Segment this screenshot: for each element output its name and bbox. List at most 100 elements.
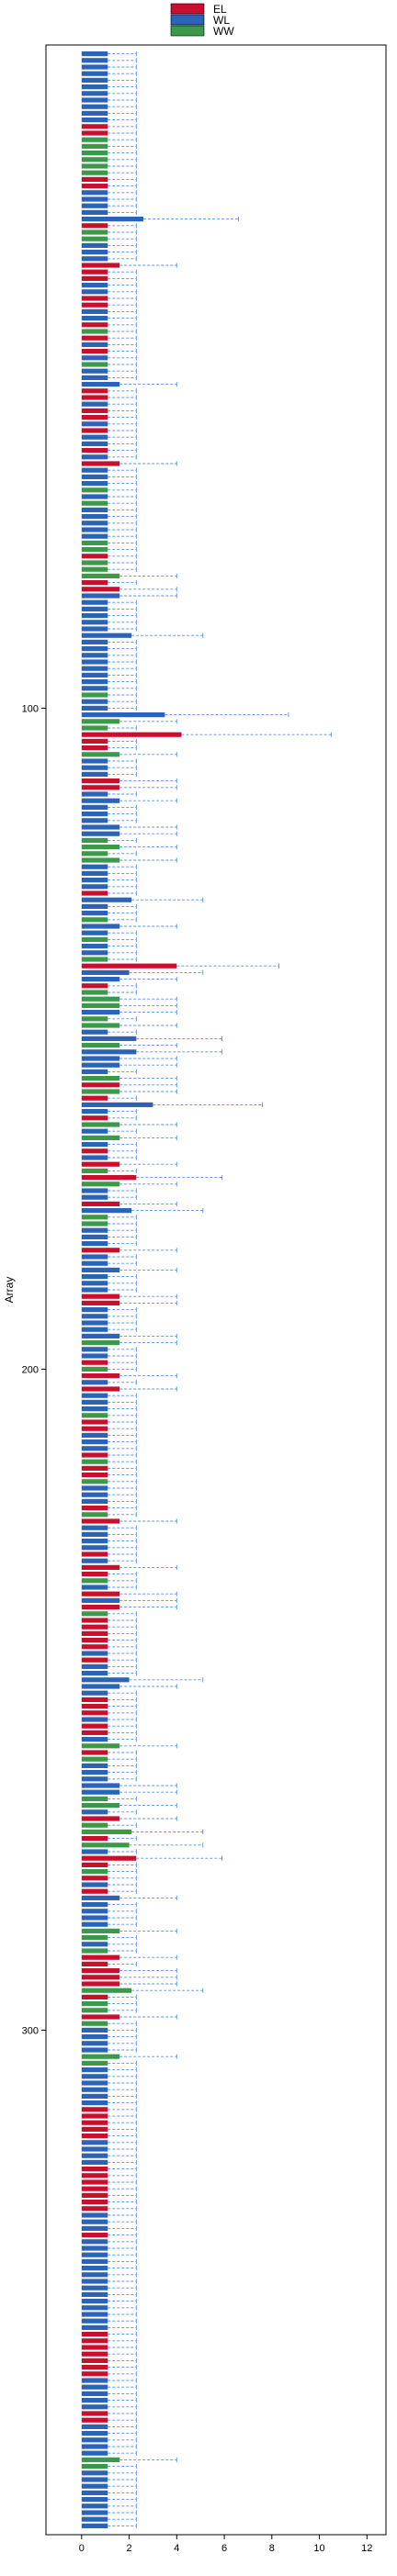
bar-array-10	[81, 110, 108, 116]
bar-array-281	[81, 1902, 108, 1908]
bar-array-123	[81, 857, 120, 863]
bar-array-211	[81, 1439, 108, 1445]
bar-array-333	[81, 2246, 108, 2251]
bar-array-288	[81, 1948, 108, 1954]
bar-array-236	[81, 1605, 120, 1610]
bar-array-296	[81, 2001, 108, 2007]
bar-array-225	[81, 1531, 108, 1537]
bar-array-34	[81, 269, 108, 274]
bar-array-318	[81, 2146, 108, 2152]
bar-array-232	[81, 1578, 108, 1584]
bar-array-258	[81, 1750, 108, 1755]
bar-array-163	[81, 1122, 120, 1127]
bar-array-261	[81, 1770, 108, 1775]
bar-array-293	[81, 1981, 120, 1987]
bar-array-130	[81, 903, 108, 909]
bar-array-327	[81, 2206, 108, 2212]
bar-array-52	[81, 388, 108, 394]
bar-array-272	[81, 1842, 130, 1848]
bar-array-274	[81, 1855, 137, 1861]
bar-array-305	[81, 2060, 108, 2066]
bar-array-159	[81, 1095, 108, 1101]
bar-array-146	[81, 1010, 120, 1015]
bar-array-358	[81, 2411, 108, 2416]
bar-array-170	[81, 1168, 108, 1173]
bar-array-107	[81, 752, 120, 757]
bar-array-242	[81, 1644, 108, 1650]
bar-array-32	[81, 256, 108, 262]
bar-array-12	[81, 124, 108, 129]
bar-array-110	[81, 771, 108, 777]
bar-array-128	[81, 890, 108, 896]
bar-array-326	[81, 2200, 108, 2205]
bar-array-241	[81, 1638, 108, 1643]
y-tick-label-300: 300	[22, 2025, 39, 2036]
bar-array-1	[81, 51, 108, 57]
bar-array-198	[81, 1353, 108, 1359]
bar-array-58	[81, 428, 108, 433]
bar-array-86	[81, 613, 108, 619]
bar-array-203	[81, 1386, 120, 1392]
bar-array-301	[81, 2034, 108, 2040]
bar-array-238	[81, 1618, 108, 1623]
bar-array-124	[81, 864, 108, 869]
bar-array-224	[81, 1525, 108, 1530]
bar-array-361	[81, 2431, 108, 2436]
bar-array-114	[81, 798, 120, 803]
bar-array-57	[81, 421, 108, 427]
bars-group	[81, 51, 182, 2528]
bar-array-167	[81, 1148, 108, 1154]
bar-array-96	[81, 679, 108, 685]
bar-array-190	[81, 1300, 120, 1305]
bar-array-359	[81, 2417, 108, 2423]
bar-array-248	[81, 1684, 120, 1689]
bar-array-108	[81, 758, 108, 764]
bar-array-155	[81, 1069, 108, 1074]
bar-array-141	[81, 977, 120, 982]
bar-array-105	[81, 738, 108, 744]
bar-array-283	[81, 1915, 108, 1921]
bar-array-356	[81, 2398, 108, 2403]
bar-array-295	[81, 1994, 108, 1999]
bar-array-332	[81, 2239, 108, 2245]
bar-array-152	[81, 1049, 137, 1055]
bar-array-212	[81, 1446, 108, 1451]
bar-array-153	[81, 1056, 120, 1061]
bar-array-214	[81, 1459, 108, 1464]
bar-array-45	[81, 342, 108, 347]
bar-array-330	[81, 2225, 108, 2231]
bar-array-286	[81, 1935, 108, 1941]
bar-array-368	[81, 2477, 108, 2482]
bar-array-144	[81, 996, 120, 1002]
bar-array-252	[81, 1710, 108, 1716]
bar-array-120	[81, 837, 108, 843]
bar-array-246	[81, 1671, 108, 1676]
bar-array-276	[81, 1869, 108, 1875]
bar-array-325	[81, 2192, 108, 2198]
x-tick-label-12: 12	[361, 2543, 372, 2554]
bar-array-202	[81, 1380, 108, 1385]
bar-array-374	[81, 2516, 108, 2522]
bar-array-147	[81, 1016, 108, 1022]
bar-array-6	[81, 84, 108, 90]
bar-array-282	[81, 1909, 108, 1914]
bar-array-67	[81, 487, 108, 493]
bar-array-143	[81, 990, 108, 995]
bar-array-112	[81, 785, 120, 790]
bar-array-189	[81, 1294, 120, 1299]
bar-array-161	[81, 1109, 108, 1114]
bar-array-199	[81, 1360, 108, 1365]
bar-array-313	[81, 2113, 108, 2119]
bar-array-113	[81, 791, 108, 797]
bar-array-262	[81, 1776, 108, 1782]
bar-array-27	[81, 223, 108, 229]
bar-array-291	[81, 1968, 120, 1974]
bar-array-337	[81, 2272, 108, 2278]
bar-array-263	[81, 1783, 120, 1788]
bar-array-75	[81, 540, 108, 545]
y-tick-label-200: 200	[22, 1364, 39, 1375]
bar-array-65	[81, 474, 108, 479]
bar-array-150	[81, 1036, 137, 1041]
y-axis: 100 200 300	[22, 703, 46, 2036]
legend-swatch-el	[170, 3, 205, 15]
